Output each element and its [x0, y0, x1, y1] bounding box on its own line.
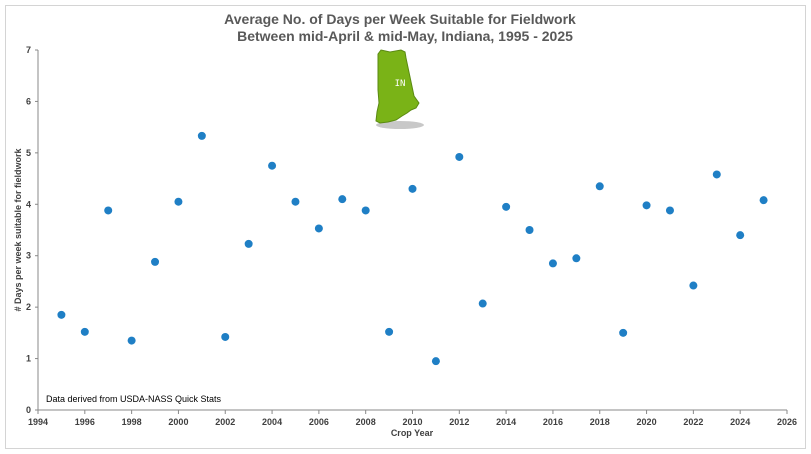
data-point-2016 [548, 259, 557, 268]
x-tick-label: 2026 [777, 417, 797, 427]
chart-title: Average No. of Days per Week Suitable fo… [224, 11, 576, 27]
data-point-2005 [291, 197, 300, 206]
x-tick-label: 2024 [730, 417, 750, 427]
data-point-2011 [431, 357, 440, 366]
y-tick-label: 4 [26, 199, 31, 209]
y-tick-label: 2 [26, 302, 31, 312]
y-tick-label: 6 [26, 96, 31, 106]
x-axis-label: Crop Year [391, 428, 434, 438]
x-tick-label: 2002 [215, 417, 235, 427]
y-tick-label: 0 [26, 405, 31, 415]
data-point-1996 [80, 327, 89, 336]
y-tick-label: 5 [26, 148, 31, 158]
x-tick-label: 2008 [356, 417, 376, 427]
y-ticks: 0 1 2 3 4 5 6 7 [26, 45, 38, 415]
data-point-2020 [642, 201, 651, 210]
data-points [57, 131, 768, 366]
indiana-map-label: IN [395, 79, 406, 89]
source-note: Data derived from USDA-NASS Quick Stats [46, 394, 222, 404]
x-tick-label: 1994 [28, 417, 48, 427]
y-tick-label: 7 [26, 45, 31, 55]
data-point-2002 [221, 332, 230, 341]
x-tick-label: 2018 [590, 417, 610, 427]
data-point-2007 [338, 195, 347, 204]
data-point-2012 [455, 152, 464, 161]
x-tick-label: 1996 [75, 417, 95, 427]
x-tick-label: 2010 [402, 417, 422, 427]
data-point-2004 [268, 161, 277, 170]
y-tick-label: 3 [26, 251, 31, 261]
chart-subtitle: Between mid-April & mid-May, Indiana, 19… [237, 28, 573, 44]
x-tick-label: 2000 [168, 417, 188, 427]
data-point-2009 [385, 327, 394, 336]
x-tick-label: 2006 [309, 417, 329, 427]
data-point-2021 [665, 206, 674, 215]
indiana-map-shape [375, 49, 420, 124]
x-tick-label: 2012 [449, 417, 469, 427]
data-point-2022 [689, 281, 698, 290]
y-axis-label: # Days per week suitable for fieldwork [13, 147, 23, 311]
x-tick-label: 2014 [496, 417, 516, 427]
data-point-1998 [127, 336, 136, 345]
data-point-2018 [595, 182, 604, 191]
x-tick-label: 2016 [543, 417, 563, 427]
data-point-1997 [104, 206, 113, 215]
data-point-2025 [759, 196, 768, 205]
data-point-2008 [361, 206, 370, 215]
data-point-2001 [197, 131, 206, 140]
x-tick-label: 2004 [262, 417, 282, 427]
data-point-2024 [736, 231, 745, 240]
data-point-2014 [502, 202, 511, 211]
data-point-2003 [244, 239, 253, 248]
data-point-2015 [525, 226, 534, 234]
indiana-map-icon: IN [375, 49, 424, 129]
y-tick-label: 1 [26, 354, 31, 364]
data-point-2000 [174, 197, 183, 206]
x-tick-label: 2022 [683, 417, 703, 427]
data-point-2010 [408, 184, 417, 193]
data-point-2019 [619, 328, 628, 337]
indiana-map-shadow [376, 121, 424, 129]
x-ticks: 1994 1996 1998 2000 2002 2004 2006 2008 2010 2012… [28, 410, 797, 427]
data-point-2013 [478, 299, 487, 308]
data-point-2006 [314, 224, 323, 233]
data-point-1999 [151, 257, 160, 266]
data-point-2017 [572, 254, 581, 263]
data-point-1995 [57, 310, 66, 319]
data-point-2023 [712, 170, 721, 179]
x-tick-label: 1998 [122, 417, 142, 427]
x-tick-label: 2020 [637, 417, 657, 427]
